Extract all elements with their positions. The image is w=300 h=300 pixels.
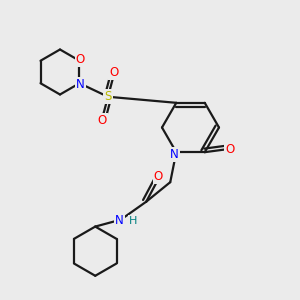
Text: N: N — [170, 148, 179, 161]
Text: O: O — [110, 66, 118, 79]
Text: O: O — [154, 170, 163, 183]
Text: H: H — [129, 216, 137, 226]
Text: O: O — [98, 114, 106, 127]
Text: N: N — [76, 78, 85, 91]
Text: O: O — [76, 53, 85, 66]
Text: O: O — [225, 143, 234, 156]
Text: N: N — [115, 214, 124, 227]
Text: S: S — [104, 90, 112, 103]
